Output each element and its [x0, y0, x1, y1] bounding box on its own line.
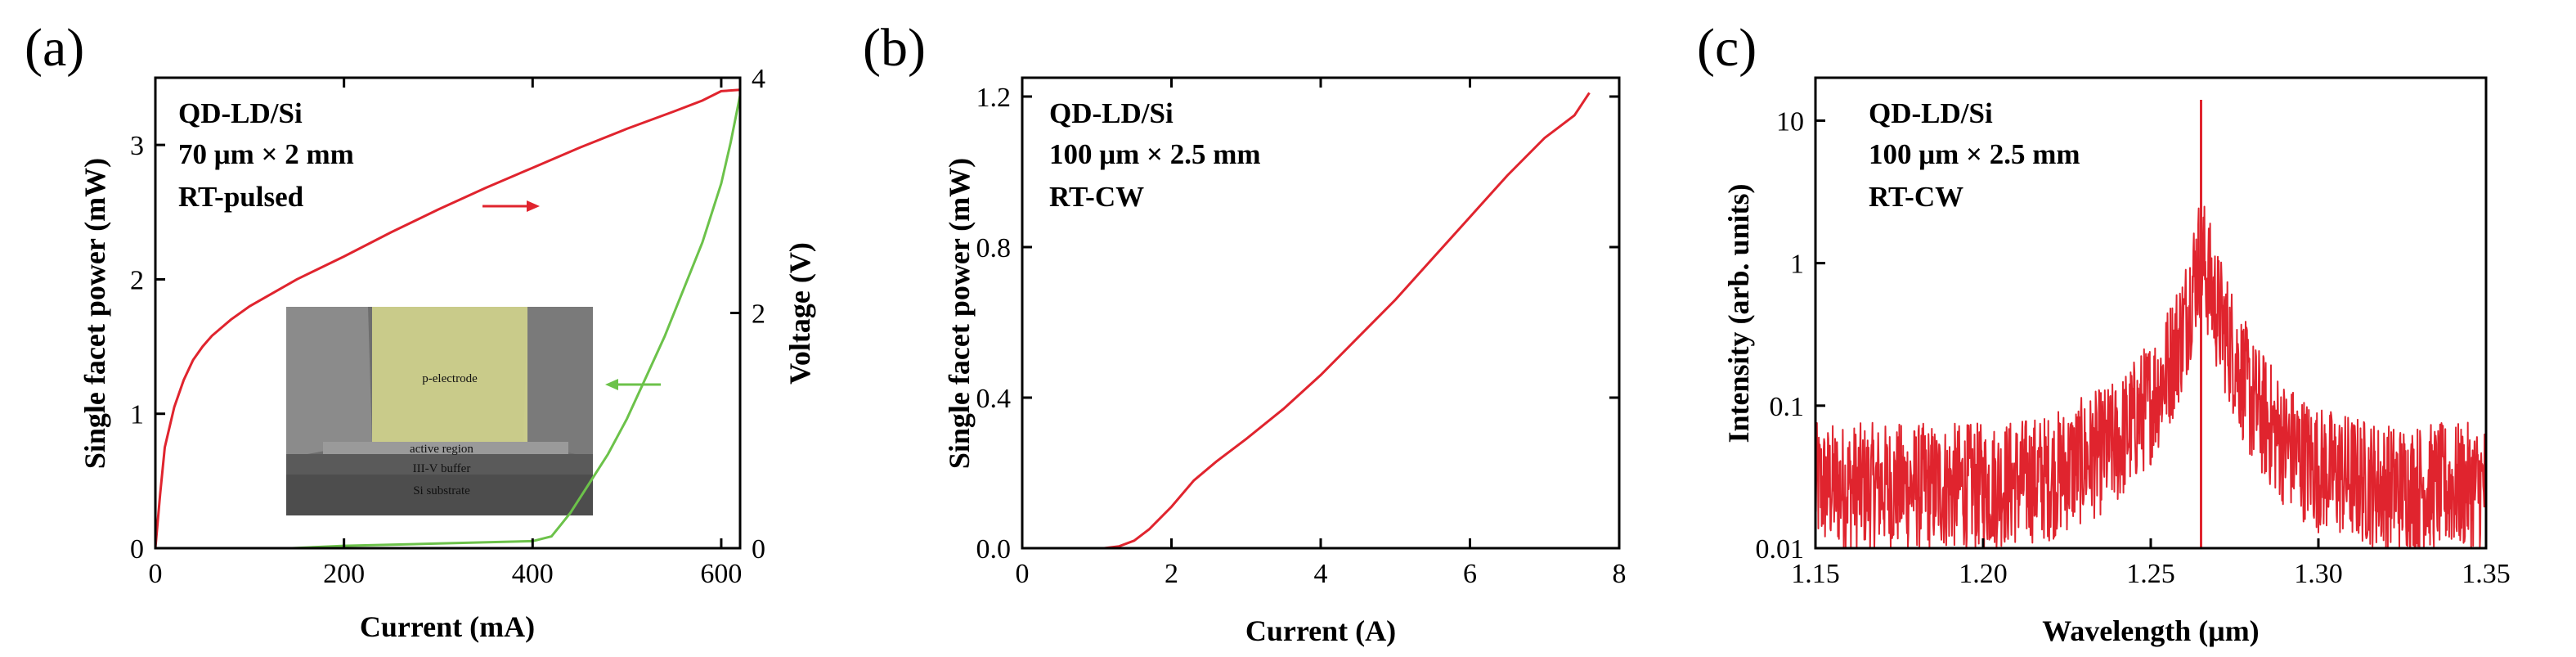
active-region-band	[323, 442, 568, 454]
ytick-label: 1.2	[976, 83, 1012, 113]
ytick-label: 0.4	[976, 384, 1012, 414]
annot-a-device: QD-LD/Si	[178, 97, 303, 129]
xtick-label: 1.25	[2126, 559, 2175, 589]
voltage-arrow	[605, 379, 661, 390]
panel-label-c: (c)	[1697, 18, 1757, 78]
xtick-label: 200	[323, 559, 365, 589]
panel-c-ticks: 1.15 1.20 1.25 1.30 1.35 0.01 0.1 1 10	[1756, 106, 2511, 589]
xtick-label: 600	[700, 559, 742, 589]
annot-b-size: 100 μm × 2.5 mm	[1049, 138, 1261, 170]
xtick-label: 1.30	[2294, 559, 2343, 589]
buffer-band	[286, 454, 593, 475]
panel-label-b: (b)	[863, 18, 926, 78]
inset-label-substrate: Si substrate	[413, 484, 470, 497]
panel-a-ticks: 0 200 400 600 0 1 2 3 0 2 4	[130, 64, 765, 589]
series-power	[1104, 92, 1591, 550]
xtick-label: 0	[149, 559, 163, 589]
series-voltage	[292, 95, 742, 550]
sem-inset: p-electrode active region III-V buffer S…	[286, 307, 593, 515]
panel-a-series	[154, 88, 742, 550]
panel-a-xlabel: Current (mA)	[360, 610, 535, 643]
ytick-label: 0.1	[1770, 392, 1805, 422]
panel-a: (a) p-electrode active region III-V buff…	[25, 18, 816, 643]
series-spectrum	[1815, 201, 2487, 549]
panel-c: (c) 1.15 1.20 1.25 1.30 1.35 0.01 0.1 1 10 QD-LD…	[1697, 18, 2511, 647]
substrate-band	[286, 475, 593, 515]
xtick-label: 2	[1165, 559, 1178, 589]
panel-a-ylabel: Single facet power (mW)	[79, 158, 111, 469]
xtick-label: 1.35	[2462, 559, 2511, 589]
annot-c-device: QD-LD/Si	[1869, 97, 1993, 129]
ytick-label: 10	[1776, 106, 1804, 137]
xtick-label: 4	[1314, 559, 1328, 589]
panel-b-series	[1104, 92, 1591, 550]
annot-a-mode: RT-pulsed	[178, 181, 304, 213]
annot-c-size: 100 μm × 2.5 mm	[1869, 138, 2080, 170]
panel-b-ylabel: Single facet power (mW)	[943, 158, 976, 469]
ytick-label: 0.01	[1756, 534, 1805, 565]
xtick-label: 0	[1016, 559, 1030, 589]
xtick-label: 400	[512, 559, 554, 589]
panel-b: (b) 0 2 4 6 8 0.0 0.4 0.8 1.2 QD-LD/Si 100 μm × …	[863, 18, 1627, 647]
panel-c-xlabel: Wavelength (μm)	[2042, 614, 2259, 647]
y2tick-label: 4	[752, 64, 765, 94]
ytick-label: 0	[130, 534, 144, 565]
annot-b-mode: RT-CW	[1049, 181, 1144, 213]
xtick-label: 8	[1613, 559, 1627, 589]
xtick-label: 6	[1463, 559, 1477, 589]
panel-a-y2label: Voltage (V)	[783, 242, 816, 385]
panel-b-xlabel: Current (A)	[1245, 614, 1396, 647]
annot-a-size: 70 μm × 2 mm	[178, 138, 354, 170]
annot-b-device: QD-LD/Si	[1049, 97, 1174, 129]
panel-c-ylabel: Intensity (arb. units)	[1722, 183, 1755, 443]
ytick-label: 1	[130, 400, 144, 430]
inset-label-p-electrode: p-electrode	[422, 372, 478, 385]
ytick-label: 1	[1790, 250, 1804, 280]
panel-label-a: (a)	[25, 18, 84, 78]
panel-c-series	[1815, 99, 2487, 549]
xtick-label: 1.15	[1791, 559, 1840, 589]
inset-label-buffer: III-V buffer	[413, 462, 471, 475]
power-arrow	[482, 200, 540, 212]
sem-right-ridge	[523, 307, 593, 458]
ytick-label: 3	[130, 131, 144, 161]
ytick-label: 0.0	[976, 534, 1012, 565]
sem-left-ridge	[286, 307, 372, 458]
ytick-label: 2	[130, 265, 144, 295]
y2tick-label: 0	[752, 534, 765, 565]
y2tick-label: 2	[752, 299, 765, 330]
series-power	[154, 88, 741, 549]
panel-b-ticks: 0 2 4 6 8 0.0 0.4 0.8 1.2	[976, 78, 1627, 589]
p-electrode-region	[372, 307, 527, 442]
inset-label-active-region: active region	[410, 443, 473, 456]
xtick-label: 1.20	[1959, 559, 2008, 589]
annot-c-mode: RT-CW	[1869, 181, 1963, 213]
ytick-label: 0.8	[976, 233, 1012, 263]
